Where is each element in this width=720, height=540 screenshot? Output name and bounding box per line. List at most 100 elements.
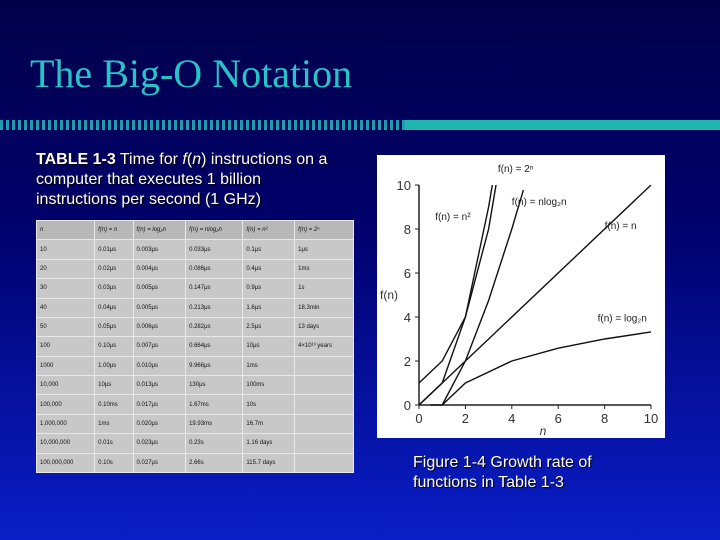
table-cell: 0.01s [94,433,134,454]
table-cell: 0.664μs [185,336,244,357]
series-label: f(n) = log₂n [598,313,647,324]
table-caption-fn: f [182,151,187,168]
table-cell: 100,000,000 [35,452,96,473]
table-cell: 30 [35,278,96,299]
table-cell: 130μs [185,374,244,396]
table-caption-label: TABLE 1-3 [36,151,116,168]
time-table: n f(n) = n f(n) = log₂n f(n) = nlog₂n f(n) =… [35,219,354,473]
table-cell: 2.66s [185,452,244,473]
table-cell: 0.01μs [94,239,134,260]
divider-bar [405,120,720,130]
table-cell: 4×10¹³ years [294,336,354,357]
table-cell: 0.04μs [94,297,134,318]
table-cell: 0.020μs [132,413,187,435]
table-cell: 0.03μs [94,278,134,299]
table-row: 40 0.04μs 0.005μs 0.213μs 1.6μs 18.3min [35,297,354,318]
table-row: 10 0.01μs 0.003μs 0.033μs 0.1μs 1μs [35,239,354,260]
growth-rate-figure: 0 2 4 6 8 10 0 2 4 6 8 10 n f(n) f(n) = 2ⁿ f(n) = n² f(n… [377,155,665,438]
table-cell: 0.4μs [242,258,296,280]
x-tick-label: 2 [462,411,469,426]
y-tick-label: 10 [397,178,411,193]
table-caption-n: n [192,151,202,168]
table-row: 100,000,000 0.10s 0.027μs 2.66s 115.7 days [35,452,354,473]
table-cell [294,355,354,377]
table-row: 10,000 10μs 0.013μs 130μs 100ms [35,374,354,396]
table-cell: 10 [35,239,96,260]
table-cell: 1ms [94,413,134,435]
series-label: f(n) = n² [435,212,471,223]
table-cell: 18.3min [294,297,354,318]
table-caption-paren-open: ( [186,151,193,168]
x-tick-label: 6 [555,411,562,426]
table-cell: 0.10ms [94,394,134,415]
table-row: 50 0.05μs 0.006μs 0.282μs 2.5μs 13 days [35,316,354,338]
table-cell: 115.7 days [242,452,296,473]
table-cell: 40 [35,297,96,318]
table-cell: 10s [242,394,296,415]
x-axis-label: n [540,424,547,438]
series-label: f(n) = nlog₂n [512,197,567,208]
y-tick-label: 4 [404,310,411,325]
table-cell: 1ms [242,355,296,377]
y-axis-label: f(n) [380,288,398,302]
table-cell: 0.10s [94,452,134,473]
growth-rate-chart: 0 2 4 6 8 10 0 2 4 6 8 10 n f(n) f(n) = 2ⁿ f(n) = n² f(n… [380,164,658,438]
table-cell: 50 [35,316,96,338]
table-cell: 10μs [242,336,296,357]
series-label: f(n) = 2ⁿ [498,164,534,175]
table-row: 100 0.10μs 0.007μs 0.664μs 10μs 4×10¹³ years [35,336,354,357]
series-line [430,189,525,406]
table-cell: 0.005μs [132,278,187,299]
table-cell: 20 [35,258,96,280]
slide-title: The Big-O Notation [30,51,353,96]
table-cell: 2.5μs [242,316,296,338]
table-cell [294,374,354,396]
table-header-cell: f(n) = nlog₂n [185,219,244,241]
table-cell: 0.005μs [132,297,187,318]
x-tick-label: 0 [415,411,422,426]
table-cell: 0.282μs [185,316,244,338]
table-cell: 0.004μs [132,258,187,280]
table-cell: 1s [294,278,354,299]
divider-dots [0,120,410,130]
table-cell: 1ms [294,258,354,280]
table-header-cell: f(n) = 2ⁿ [294,219,354,241]
table-cell: 100,000 [35,394,96,415]
table-row: 10,000,000 0.01s 0.023μs 0.23s 1.16 days [35,433,354,454]
table-caption: TABLE 1-3 Time for f(n) instructions on … [36,150,346,210]
time-table-grid: n f(n) = n f(n) = log₂n f(n) = nlog₂n f(n) =… [35,219,354,473]
x-tick-label: 10 [644,411,658,426]
table-caption-paren-close: ) [201,151,207,168]
table-cell: 1,000,000 [35,413,96,435]
table-cell [294,433,354,454]
table-cell: 0.05μs [94,316,134,338]
table-row: 1,000,000 1ms 0.020μs 19.93ms 16.7m [35,413,354,435]
table-cell: 10,000 [35,374,96,396]
table-cell [294,394,354,415]
table-cell: 0.1μs [242,239,296,260]
table-cell: 0.086μs [185,258,244,280]
series-label: f(n) = n [605,221,637,232]
table-cell: 0.23s [185,433,244,454]
table-cell: 10μs [94,374,134,396]
table-cell: 9.966μs [185,355,244,377]
table-row: 100,000 0.10ms 0.017μs 1.67ms 10s [35,394,354,415]
table-cell: 0.213μs [185,297,244,318]
table-cell: 1μs [294,239,354,260]
table-cell: 0.010μs [132,355,187,377]
table-cell: 0.013μs [132,374,187,396]
table-header-cell: f(n) = n [94,219,134,241]
table-cell: 1.67ms [185,394,244,415]
table-cell: 0.023μs [132,433,187,454]
table-cell: 0.027μs [132,452,187,473]
table-cell [294,452,354,473]
table-cell: 13 days [294,316,354,338]
table-row: 30 0.03μs 0.005μs 0.147μs 0.9μs 1s [35,278,354,299]
table-header-cell: f(n) = log₂n [132,219,187,241]
table-cell: 1.00μs [94,355,134,377]
table-cell: 0.10μs [94,336,134,357]
series-line [441,331,652,406]
figure-caption: Figure 1-4 Growth rate of functions in T… [413,454,592,491]
table-caption-text-before: Time for [115,151,183,168]
y-tick-label: 0 [404,398,411,413]
